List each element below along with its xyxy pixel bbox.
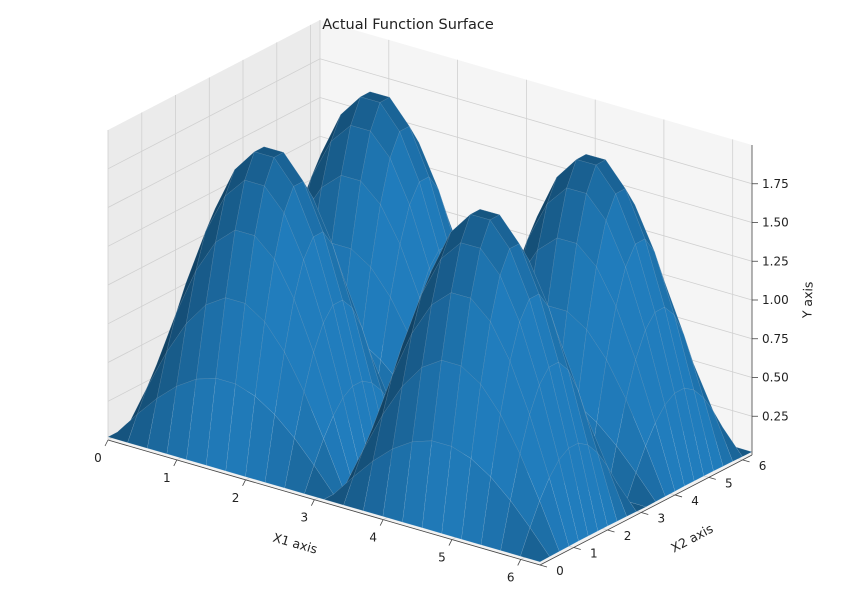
x1-tick [379,519,384,526]
z-tick-label: 1.25 [762,254,789,268]
x1-tick [517,559,522,566]
x2-tick [641,512,649,515]
x2-tick-label: 4 [691,494,699,508]
x2-tick [674,494,683,498]
x1-tick [448,539,453,546]
x2-tick [607,529,615,533]
x1-tick-label: 2 [232,491,240,505]
chart-title: Actual Function Surface [322,17,494,33]
surface-face [606,465,637,517]
x1-tick-label: 0 [94,451,102,465]
surface-face [549,459,579,547]
surface-face [655,404,685,492]
x1-tick-label: 1 [163,471,171,485]
x2-tick-label: 2 [624,529,632,543]
x1-axis-line [107,439,541,566]
surface-face [645,422,676,497]
surface-face [597,452,627,522]
surface-face [712,410,743,462]
x2-tick-label: 1 [590,546,598,560]
x2-tick-label: 5 [725,476,733,490]
surface-face [568,442,599,537]
x1-tick-label: 6 [507,570,515,584]
x1-tick [173,459,178,467]
tick-labels: 0 1 2 3 4 5 6 0 1 2 3 4 5 6 0.25 0.50 0.75 1.00 1.25 1.50 1.… [94,177,789,585]
x1-tick-label: 4 [369,531,377,545]
surface-face [674,387,705,482]
x2-tick [708,477,716,480]
z-tick-label: 1.00 [762,293,789,307]
x2-tick [573,547,581,550]
surface-face [693,389,724,472]
z-tick-label: 0.25 [762,409,789,423]
z-tick-label: 0.50 [762,371,789,385]
x1-axis-label: X1 axis [271,530,319,557]
surface-mesh [107,91,753,563]
x2-tick-label: 0 [556,564,564,578]
x1-tick [104,439,109,447]
x1-tick [242,479,246,486]
z-tick-label: 1.50 [762,216,789,230]
surface-face [703,397,733,467]
x2-tick [742,459,750,463]
x2-tick [539,564,548,568]
surface-face [539,477,570,552]
x1-tick-label: 5 [438,551,446,565]
z-tick-label: 1.75 [762,177,789,191]
y-axis-label: Y axis [799,281,815,319]
x2-axis-label: X2 axis [668,521,715,556]
surface-face [520,527,550,563]
x2-tick-label: 3 [657,511,665,525]
x2-axis-line [539,454,753,566]
surface-face [529,500,560,557]
x1-tick [311,499,315,506]
surface-face [587,444,618,527]
z-grid-line [107,58,753,185]
x2-tick-label: 6 [759,459,767,473]
z-tick-label: 0.75 [762,332,789,346]
x1-tick-label: 3 [301,511,309,525]
